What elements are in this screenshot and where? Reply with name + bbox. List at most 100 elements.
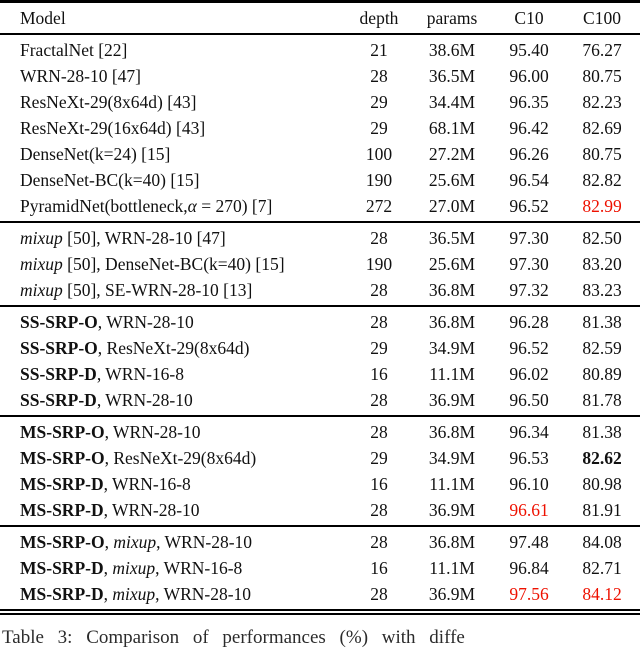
params-cell: 38.6M [428, 39, 476, 60]
model-text: , WRN-16-8 [103, 473, 191, 494]
table-row: SS-SRP-D, WRN-28-10 28 36.9M 96.50 81.78 [0, 387, 640, 416]
model-text: , ResNeXt-29(8x64d) [104, 447, 257, 468]
model-text: mixup [20, 227, 63, 248]
c10-cell: 97.48 [509, 531, 549, 552]
depth-cell: 29 [370, 447, 388, 468]
params-cell: 11.1M [429, 473, 475, 494]
c10-cell: 96.00 [509, 65, 549, 86]
params-cell: 34.9M [428, 447, 476, 468]
model-text: MS-SRP-D [20, 473, 104, 494]
model-text: [50], SE-WRN-28-10 [13] [62, 279, 253, 300]
model-text: MS-SRP-D [20, 557, 104, 578]
depth-cell: 28 [370, 499, 388, 520]
params-cell: 25.6M [428, 253, 476, 274]
depth-cell: 28 [370, 531, 388, 552]
model-text: [50], DenseNet-BC(k=40) [15] [62, 253, 285, 274]
c100-cell: 82.62 [582, 447, 622, 468]
c10-cell: 96.02 [509, 363, 549, 384]
depth-cell: 16 [370, 557, 388, 578]
model-text: SS-SRP-O [20, 311, 98, 332]
c10-cell: 96.52 [509, 337, 549, 358]
params-cell: 27.2M [428, 143, 476, 164]
table-row: DenseNet(k=24) [15] 100 27.2M 96.26 80.75 [0, 141, 640, 167]
model-text: ResNeXt-29(16x64d) [43] [20, 117, 206, 138]
params-cell: 36.8M [428, 311, 476, 332]
table-section: mixup [50], WRN-28-10 [47] 28 36.5M 97.30 82… [0, 222, 640, 306]
model-cell: MS-SRP-D, mixup, WRN-28-10 [0, 581, 348, 609]
model-cell: ResNeXt-29(16x64d) [43] [0, 115, 348, 141]
c100-cell: 83.20 [582, 253, 622, 274]
depth-cell: 28 [370, 279, 388, 300]
model-text: , WRN-28-10 [155, 583, 252, 604]
params-cell: 27.0M [428, 195, 476, 216]
depth-cell: 28 [370, 421, 388, 442]
params-cell: 36.9M [428, 583, 476, 604]
model-cell: SS-SRP-O, ResNeXt-29(8x64d) [0, 335, 348, 361]
c100-cell: 80.89 [582, 363, 622, 384]
table-row: DenseNet-BC(k=40) [15] 190 25.6M 96.54 82.82 [0, 167, 640, 193]
params-cell: 11.1M [429, 363, 475, 384]
model-text: MS-SRP-D [20, 583, 104, 604]
table-row: mixup [50], WRN-28-10 [47] 28 36.5M 97.30 82… [0, 222, 640, 251]
params-cell: 25.6M [428, 169, 476, 190]
table-row: MS-SRP-D, mixup, WRN-16-8 16 11.1M 96.84 82.… [0, 555, 640, 581]
c10-cell: 96.52 [509, 195, 549, 216]
depth-cell: 190 [365, 169, 393, 190]
table-row: WRN-28-10 [47] 28 36.5M 96.00 80.75 [0, 63, 640, 89]
table-row: MS-SRP-D, WRN-16-8 16 11.1M 96.10 80.98 [0, 471, 640, 497]
c10-cell: 96.53 [509, 447, 549, 468]
c10-cell: 96.61 [509, 499, 549, 520]
c100-cell: 80.75 [582, 143, 622, 164]
table-row: MS-SRP-O, mixup, WRN-28-10 28 36.8M 97.48 84… [0, 526, 640, 555]
c10-cell: 97.30 [509, 253, 549, 274]
c10-cell: 97.56 [509, 583, 549, 604]
results-table: Model depth params C10 C100 FractalNet [… [0, 0, 640, 609]
model-text: α [187, 195, 197, 216]
c100-cell: 76.27 [582, 39, 622, 60]
model-cell: WRN-28-10 [47] [0, 63, 348, 89]
c10-cell: 97.30 [509, 227, 549, 248]
model-text: DenseNet(k=24) [15] [20, 143, 171, 164]
depth-cell: 28 [370, 65, 388, 86]
table-row: MS-SRP-D, mixup, WRN-28-10 28 36.9M 97.56 84… [0, 581, 640, 609]
model-text: = 270) [7] [196, 195, 273, 216]
model-text: MS-SRP-O [20, 447, 105, 468]
model-cell: MS-SRP-D, mixup, WRN-16-8 [0, 555, 348, 581]
model-cell: ResNeXt-29(8x64d) [43] [0, 89, 348, 115]
table-bottom-rule [0, 609, 640, 615]
c100-cell: 81.38 [582, 421, 622, 442]
table-section: MS-SRP-O, mixup, WRN-28-10 28 36.8M 97.48 84… [0, 526, 640, 609]
model-text: , WRN-28-10 [97, 311, 194, 332]
model-cell: MS-SRP-O, mixup, WRN-28-10 [0, 526, 348, 555]
c100-cell: 82.99 [582, 195, 622, 216]
depth-cell: 29 [370, 337, 388, 358]
table-caption: Table 3: Comparison of performances (%) … [2, 627, 465, 648]
table-section: SS-SRP-O, WRN-28-10 28 36.8M 96.28 81.38 SS-S… [0, 306, 640, 416]
depth-cell: 28 [370, 311, 388, 332]
c10-cell: 96.50 [509, 389, 549, 410]
params-cell: 34.4M [428, 91, 476, 112]
model-cell: MS-SRP-D, WRN-16-8 [0, 471, 348, 497]
model-cell: SS-SRP-D, WRN-28-10 [0, 387, 348, 416]
model-text: , WRN-16-8 [96, 363, 184, 384]
depth-cell: 16 [370, 363, 388, 384]
model-text: , WRN-28-10 [104, 421, 201, 442]
model-cell: mixup [50], SE-WRN-28-10 [13] [0, 277, 348, 306]
model-text: mixup [112, 583, 156, 604]
params-cell: 36.5M [428, 227, 476, 248]
table-row: SS-SRP-D, WRN-16-8 16 11.1M 96.02 80.89 [0, 361, 640, 387]
c100-cell: 82.23 [582, 91, 622, 112]
c100-cell: 83.23 [582, 279, 622, 300]
model-text: ResNeXt-29(8x64d) [43] [20, 91, 197, 112]
model-cell: SS-SRP-D, WRN-16-8 [0, 361, 348, 387]
table-row: SS-SRP-O, WRN-28-10 28 36.8M 96.28 81.38 [0, 306, 640, 335]
depth-cell: 28 [370, 389, 388, 410]
model-text: , [103, 557, 113, 578]
model-cell: MS-SRP-O, WRN-28-10 [0, 416, 348, 445]
table-row: ResNeXt-29(16x64d) [43] 29 68.1M 96.42 82.69 [0, 115, 640, 141]
c10-cell: 96.26 [509, 143, 549, 164]
table-row: SS-SRP-O, ResNeXt-29(8x64d) 29 34.9M 96.52 8… [0, 335, 640, 361]
c10-cell: 96.10 [509, 473, 549, 494]
model-cell: FractalNet [22] [0, 34, 348, 63]
